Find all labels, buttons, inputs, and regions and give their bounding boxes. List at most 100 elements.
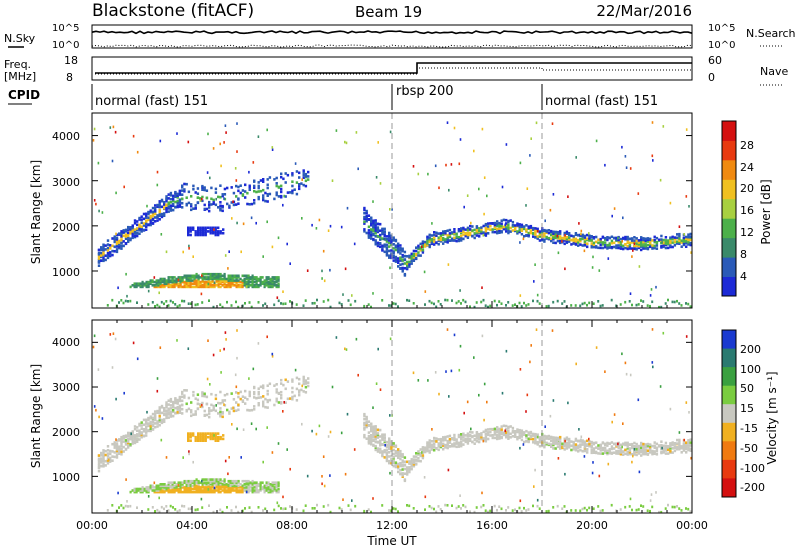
power-cell — [448, 228, 452, 232]
velocity-cell — [379, 441, 382, 444]
velocity-cell — [209, 487, 212, 491]
power-cell — [215, 277, 218, 281]
power-cell — [635, 239, 638, 243]
velocity-cell — [640, 454, 643, 457]
power-cell — [207, 282, 210, 286]
power-cell — [504, 223, 506, 227]
velocity-cell — [383, 433, 386, 436]
velocity-cell — [415, 452, 418, 455]
velocity-cell — [185, 408, 188, 412]
velocity-cell — [577, 439, 580, 443]
velocity-cell — [428, 443, 431, 447]
velocity-cell — [228, 412, 231, 415]
power-cell — [613, 245, 616, 249]
velocity-cell — [635, 445, 638, 448]
velocity-cell — [219, 437, 222, 441]
velocity-cell — [167, 413, 170, 416]
velocity-cell — [629, 497, 632, 501]
velocity-cbar-frame — [721, 329, 737, 498]
velocity-cell — [500, 507, 503, 511]
power-cell — [372, 200, 374, 203]
power-cell — [471, 234, 474, 238]
power-cell — [131, 232, 134, 235]
power-cell — [390, 254, 393, 257]
velocity-cell — [520, 435, 524, 438]
velocity-cell — [581, 507, 584, 511]
power-cell — [298, 171, 301, 175]
power-cell — [347, 299, 350, 302]
velocity-cell — [138, 422, 141, 426]
power-cell — [388, 241, 391, 245]
velocity-cell — [660, 444, 663, 447]
velocity-cell — [190, 401, 193, 404]
power-cell — [209, 280, 212, 284]
power-cell — [619, 243, 623, 246]
velocity-cell — [430, 447, 434, 450]
power-cell — [145, 216, 148, 219]
power-cbar-cell — [722, 198, 736, 219]
velocity-cell — [185, 486, 188, 489]
velocity-cell — [202, 439, 205, 442]
power-cell — [574, 237, 578, 241]
velocity-cell — [410, 462, 413, 466]
power-cell — [554, 241, 557, 245]
velocity-cell — [437, 443, 440, 447]
power-cell — [104, 244, 107, 247]
velocity-cell — [227, 487, 230, 491]
velocity-cell — [100, 461, 103, 464]
power-cell — [156, 183, 159, 187]
power-cell — [183, 282, 186, 285]
power-cell — [372, 221, 375, 225]
power-cell — [262, 198, 265, 202]
x-tick-2400: 00:00 — [676, 519, 708, 532]
velocity-cell — [525, 439, 528, 443]
velocity-cell — [408, 468, 411, 472]
velocity-cell — [181, 412, 184, 415]
power-cell — [217, 206, 220, 209]
velocity-cell — [392, 442, 395, 445]
power-cell — [678, 232, 681, 236]
power-cell — [505, 227, 508, 231]
velocity-cell — [129, 490, 132, 494]
power-cell — [259, 276, 262, 279]
power-cell — [649, 245, 652, 249]
velocity-cell — [687, 448, 690, 452]
power-cell — [374, 223, 377, 227]
power-cell — [484, 222, 488, 226]
power-cell — [181, 277, 184, 281]
velocity-cell — [282, 383, 285, 387]
velocity-cbar-cell — [722, 330, 736, 350]
power-cell — [415, 246, 418, 249]
velocity-cell — [133, 487, 136, 491]
power-cell — [491, 222, 494, 225]
velocity-cell — [151, 418, 155, 422]
power-cell — [599, 240, 602, 244]
power-cell — [622, 247, 625, 251]
velocity-cell — [197, 487, 200, 491]
velocity-cell — [519, 499, 522, 503]
power-cell — [487, 227, 490, 231]
power-cell — [426, 242, 429, 245]
power-cell — [273, 276, 276, 279]
velocity-cell — [214, 437, 217, 441]
velocity-cell — [516, 430, 519, 433]
velocity-cell — [102, 465, 105, 468]
velocity-cell — [365, 418, 368, 421]
power-cell — [247, 277, 250, 281]
velocity-cell — [201, 489, 204, 492]
velocity-cell — [658, 510, 660, 513]
power-cell — [516, 222, 519, 225]
power-cell — [502, 225, 506, 229]
velocity-cell — [392, 444, 395, 447]
power-cell — [165, 199, 168, 203]
velocity-cell — [417, 453, 420, 456]
noise-panel-frame — [91, 24, 693, 49]
velocity-cell — [176, 408, 179, 411]
velocity-cell — [205, 483, 208, 486]
velocity-cell — [157, 487, 160, 491]
power-cell — [484, 234, 488, 237]
velocity-cell — [169, 504, 172, 508]
power-cell — [183, 190, 186, 193]
velocity-cell — [149, 484, 152, 488]
velocity-cell — [131, 442, 134, 445]
